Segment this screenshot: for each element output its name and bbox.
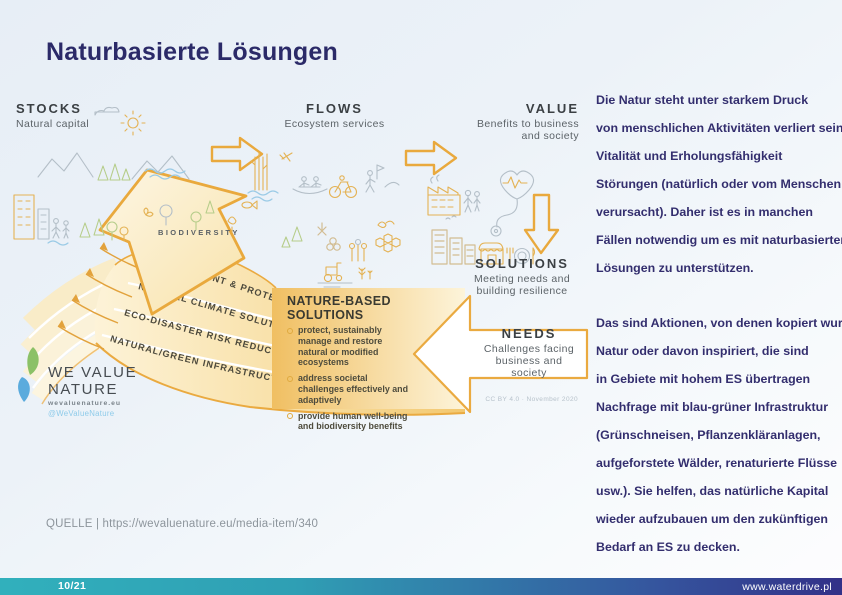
body-line: Bedarf an ES zu decken. [596, 540, 740, 554]
stage-stocks: STOCKS Natural capital [16, 101, 89, 130]
nbs-title-line2: SOLUTIONS [287, 308, 364, 322]
paragraph-1: Die Natur steht unter starkem Druck von … [596, 86, 842, 282]
stage-arrows [210, 136, 560, 255]
logo-name-line2: NATURE [48, 381, 119, 398]
solutions-label: SOLUTIONS [475, 256, 569, 271]
stage-needs: NEEDS Challenges facing business and soc… [477, 326, 581, 379]
band-arrowhead [98, 168, 248, 316]
needs-arrow [412, 294, 589, 414]
arrow-value-to-solutions [523, 193, 560, 255]
logo-website: wevaluenature.eu [48, 400, 122, 407]
stage-solutions: SOLUTIONS Meeting needs and building res… [462, 256, 582, 297]
nbs-title-line1: NATURE-BASED [287, 294, 391, 308]
arrow-stocks-to-flows [210, 136, 264, 172]
needs-sublabel-1: Challenges facing [483, 343, 575, 355]
nbs-bullet-list: protect, sustainably manage and restore … [287, 325, 413, 437]
body-line: Nachfrage mit blau-grüner Infrastruktur [596, 400, 829, 414]
paragraph-2: Das sind Aktionen, von denen kopiert wur… [596, 309, 842, 561]
flows-illustration [241, 152, 401, 288]
body-line: in Gebiete mit hohem ES übertragen [596, 372, 811, 386]
nbs-bullet: protect, sustainably manage and restore … [287, 325, 413, 368]
stocks-sublabel: Natural capital [16, 118, 90, 130]
we-value-nature-logo-icon [18, 347, 39, 402]
stage-flows: FLOWS Ecosystem services [272, 101, 397, 130]
body-line: wieder aufzubauen um den zukünftigen [596, 512, 828, 526]
body-line: Fällen notwendig um es mit naturbasierte… [596, 233, 842, 247]
stocks-illustration [13, 106, 237, 246]
stage-value: VALUE Benefits to business and society [452, 101, 579, 142]
logo-name-line1: WE VALUE [48, 364, 138, 381]
stocks-label: STOCKS [16, 101, 82, 116]
body-line: Natur oder davon inspiriert, die sind [596, 344, 809, 358]
needs-label: NEEDS [501, 326, 557, 341]
arrow-flows-to-value [404, 140, 458, 176]
nbs-bullet: address societal challenges effectively … [287, 373, 413, 405]
page-title: Naturbasierte Lösungen [46, 38, 338, 66]
body-line: verursacht). Daher ist es in manchen [596, 205, 813, 219]
body-line: aufgeforstete Wälder, renaturierte Flüss… [596, 456, 837, 470]
nature-diagram: MANAGEMENT & PROTECTION NATURAL CLIMATE … [13, 106, 589, 416]
source-line: QUELLE | https://wevaluenature.eu/media-… [46, 518, 319, 530]
body-line: Störungen (natürlich oder vom Menschen [596, 177, 842, 191]
body-line: usw.). Sie helfen, das natürliche Kapita… [596, 484, 829, 498]
nbs-bullet: provide human well-being and biodiversit… [287, 411, 413, 433]
logo-social-handle: @WeValueNature [48, 409, 115, 418]
value-label: VALUE [525, 101, 579, 116]
body-line: Vitalität und Erholungsfähigkeit [596, 149, 783, 163]
value-illustration [427, 170, 536, 265]
body-line: Das sind Aktionen, von denen kopiert wur… [596, 316, 842, 330]
flows-label: FLOWS [306, 101, 363, 116]
solutions-sublabel-1: Meeting needs and [473, 273, 571, 285]
footer-website: www.waterdrive.pl [742, 580, 832, 593]
biodiversity-label: BIODIVERSITY [158, 228, 240, 237]
solutions-sublabel-2: building resilience [476, 285, 568, 297]
footer-bar: 10/21 www.waterdrive.pl [0, 578, 842, 595]
license-credit: CC BY 4.0 · November 2020 [485, 396, 578, 403]
we-value-nature-logo-text: WE VALUE NATURE [48, 364, 137, 398]
value-sublabel-2: and society [521, 130, 579, 142]
ribbon-flow-arrowheads [58, 242, 108, 329]
flows-sublabel: Ecosystem services [284, 118, 385, 130]
body-line: (Grünschneisen, Pflanzenkläranlagen, [596, 428, 821, 442]
body-text-column: Die Natur steht unter starkem Druck von … [596, 86, 842, 561]
page-indicator: 10/21 [58, 580, 87, 592]
body-line: von menschlichen Aktivitäten verliert se… [596, 121, 842, 135]
needs-sublabel-2: business and society [495, 355, 563, 379]
body-line: Lösungen zu unterstützen. [596, 261, 754, 275]
nbs-title: NATURE-BASED SOLUTIONS [287, 294, 391, 322]
value-sublabel-1: Benefits to business [477, 118, 579, 130]
body-line: Die Natur steht unter starkem Druck [596, 93, 809, 107]
